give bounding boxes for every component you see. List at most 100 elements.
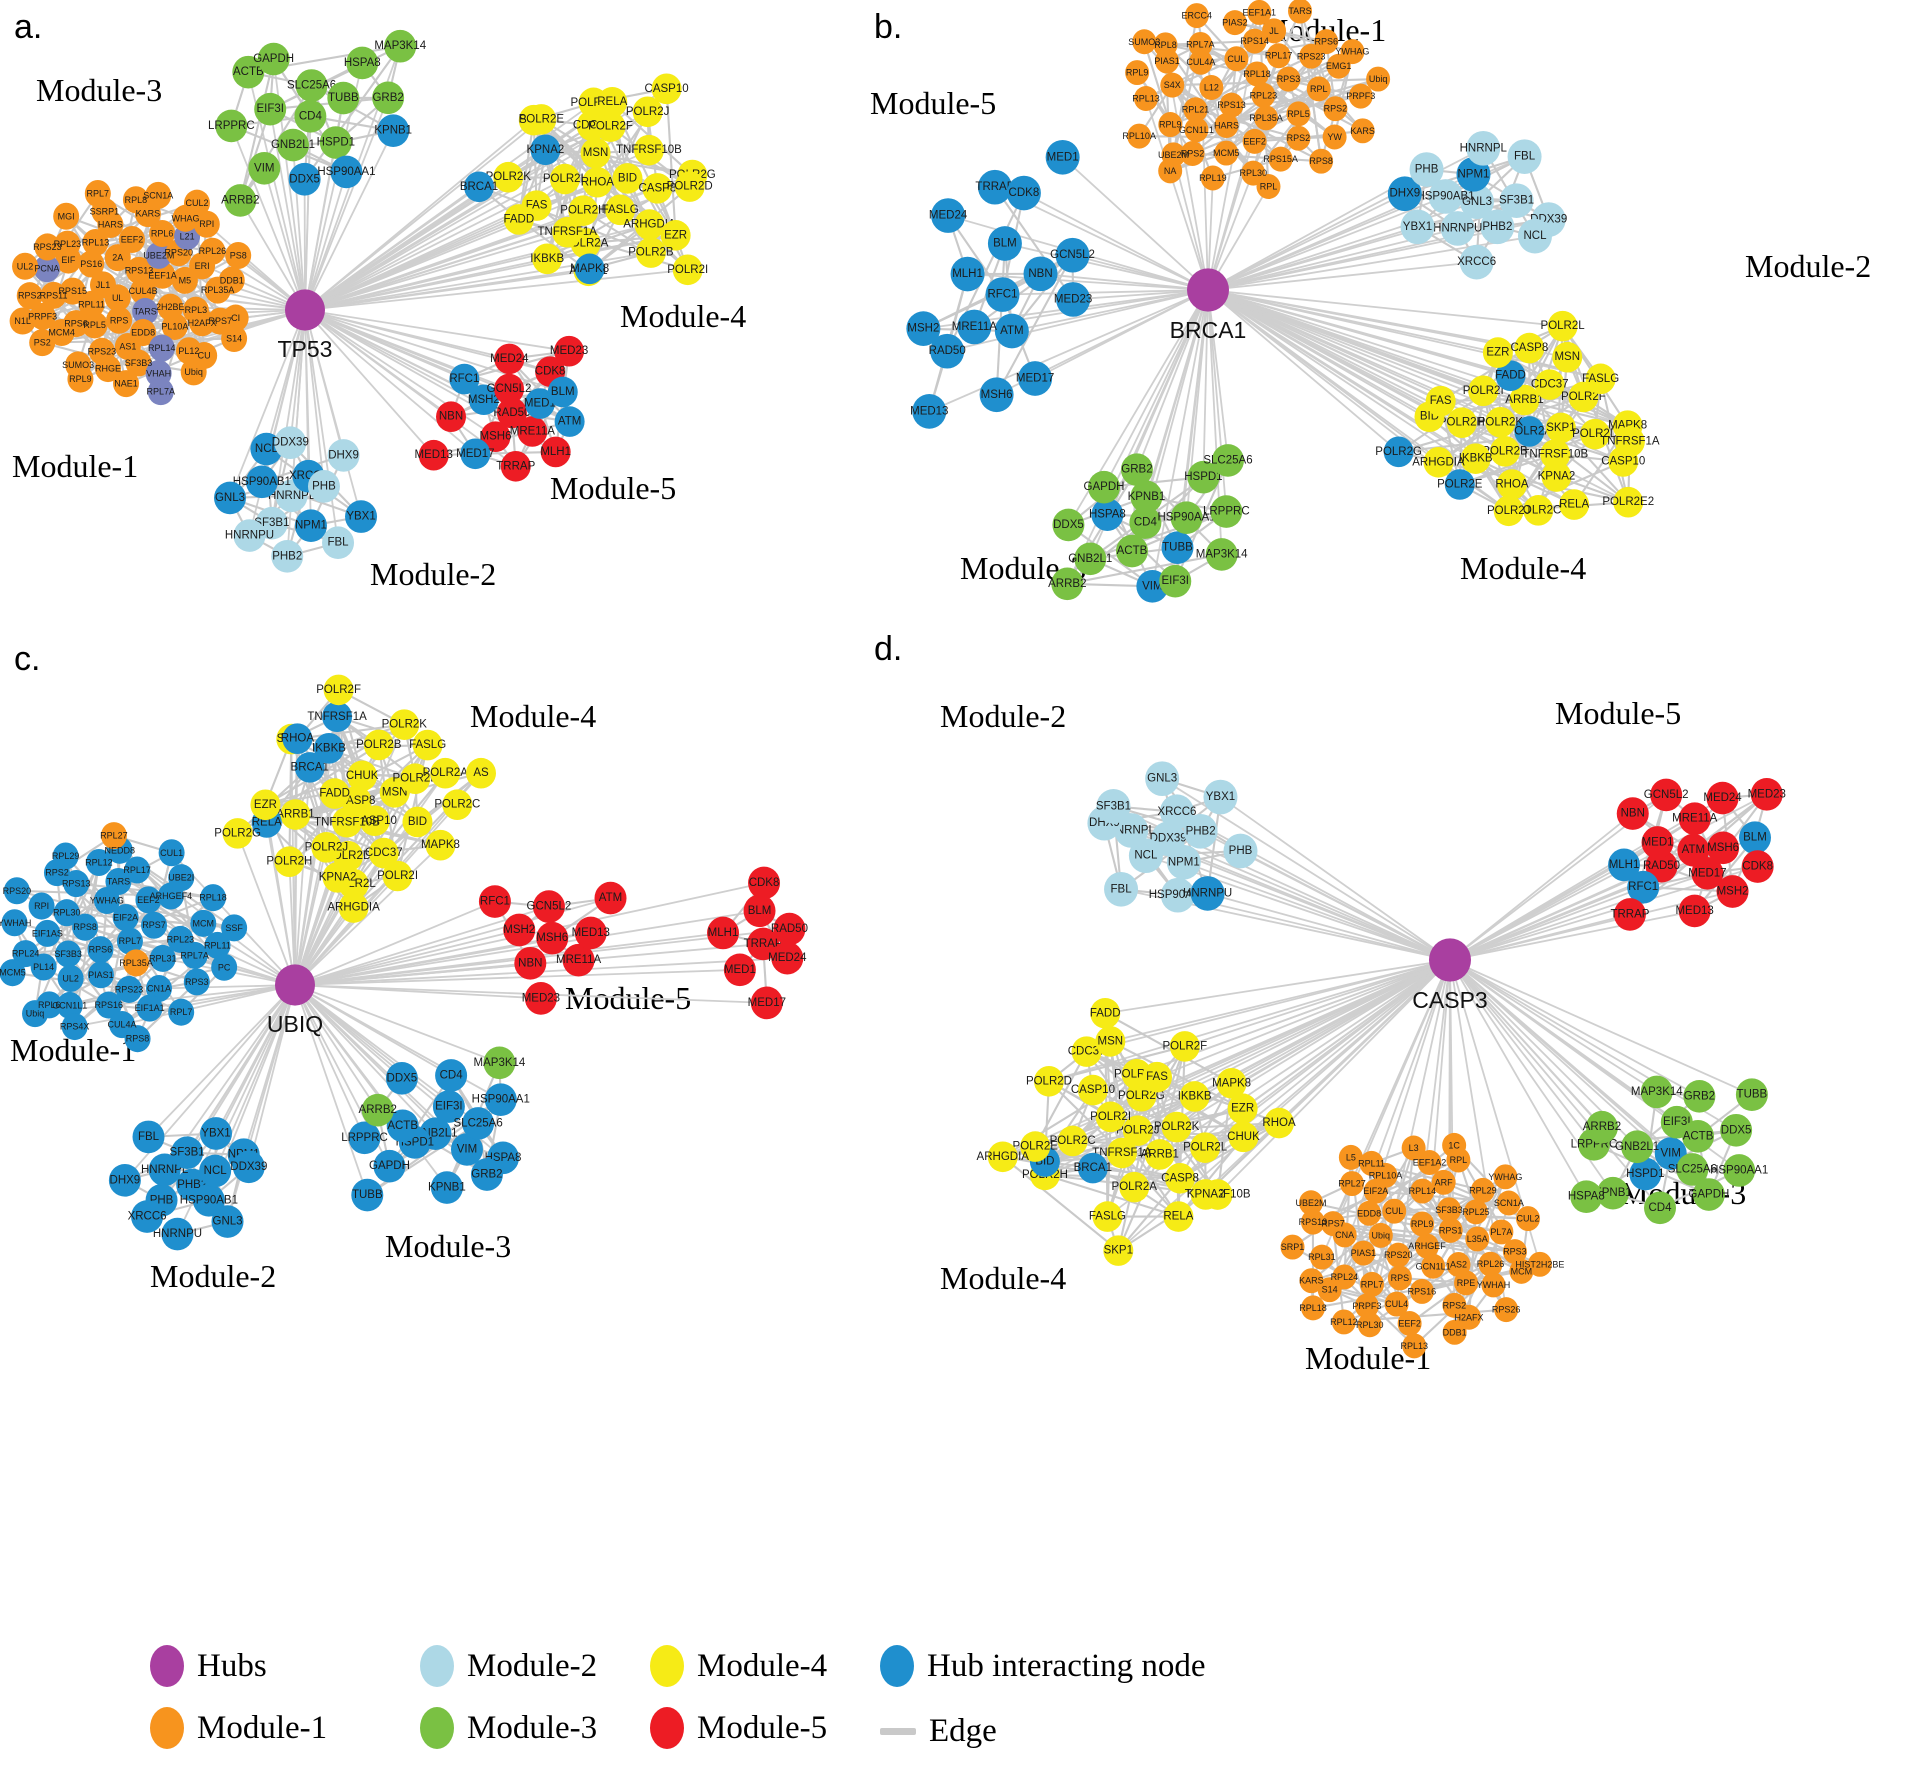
- network-node[interactable]: [204, 931, 231, 959]
- network-node[interactable]: [536, 921, 569, 955]
- network-node[interactable]: [55, 940, 82, 968]
- network-node[interactable]: [1509, 1258, 1534, 1284]
- network-node[interactable]: [222, 818, 253, 849]
- network-node[interactable]: [145, 181, 172, 209]
- network-node[interactable]: [1095, 1026, 1126, 1057]
- network-node[interactable]: [430, 1171, 463, 1204]
- network-node[interactable]: [323, 674, 354, 706]
- network-node[interactable]: [1384, 1291, 1409, 1317]
- network-node[interactable]: [450, 1133, 483, 1166]
- network-node[interactable]: [435, 1059, 468, 1092]
- network-node[interactable]: [211, 1205, 244, 1238]
- network-node[interactable]: [1322, 124, 1347, 150]
- network-node[interactable]: [483, 1046, 516, 1080]
- network-node[interactable]: [1650, 778, 1683, 812]
- network-node[interactable]: [1707, 831, 1740, 865]
- network-node[interactable]: [530, 134, 561, 166]
- network-node[interactable]: [280, 799, 311, 830]
- network-node[interactable]: [124, 1025, 151, 1053]
- network-node[interactable]: [1087, 470, 1120, 504]
- network-node[interactable]: [250, 789, 281, 821]
- network-node[interactable]: [449, 363, 480, 395]
- network-node[interactable]: [224, 184, 257, 217]
- network-node[interactable]: [1160, 72, 1185, 98]
- network-node[interactable]: [1306, 76, 1331, 102]
- network-node[interactable]: [432, 1090, 465, 1123]
- network-node[interactable]: [89, 271, 116, 299]
- network-node[interactable]: [1613, 898, 1646, 931]
- network-node[interactable]: [225, 241, 252, 269]
- network-node[interactable]: [985, 277, 1020, 312]
- network-node[interactable]: [1018, 361, 1053, 396]
- network-node[interactable]: [54, 230, 81, 258]
- network-node[interactable]: [987, 226, 1022, 261]
- network-node[interactable]: [1585, 363, 1616, 395]
- network-node[interactable]: [532, 243, 563, 275]
- network-node[interactable]: [116, 927, 143, 955]
- network-node[interactable]: [192, 1184, 225, 1217]
- network-node[interactable]: [30, 953, 57, 981]
- network-node[interactable]: [1219, 92, 1244, 118]
- network-node[interactable]: [1090, 997, 1121, 1029]
- network-node[interactable]: [957, 309, 992, 345]
- network-node[interactable]: [1158, 158, 1183, 184]
- network-node[interactable]: [1383, 436, 1414, 468]
- network-node[interactable]: [158, 839, 185, 867]
- network-node[interactable]: [1641, 826, 1674, 859]
- network-node[interactable]: [277, 128, 310, 162]
- network-node[interactable]: [1616, 797, 1649, 830]
- network-node[interactable]: [1057, 1125, 1088, 1157]
- network-node[interactable]: [190, 909, 217, 937]
- network-node[interactable]: [274, 846, 305, 878]
- network-node[interactable]: [1456, 157, 1491, 192]
- network-node[interactable]: [131, 1200, 164, 1233]
- network-node[interactable]: [436, 401, 467, 433]
- network-node[interactable]: [1180, 141, 1205, 167]
- network-node[interactable]: [33, 255, 60, 283]
- network-node[interactable]: [1463, 1199, 1488, 1225]
- network-node[interactable]: [1184, 117, 1209, 143]
- network-node[interactable]: [1006, 175, 1041, 211]
- network-node[interactable]: [1466, 130, 1501, 166]
- network-node[interactable]: [322, 526, 355, 560]
- network-node[interactable]: [199, 1154, 232, 1188]
- network-node[interactable]: [1214, 140, 1239, 166]
- network-node[interactable]: [100, 822, 127, 850]
- network-node[interactable]: [674, 171, 705, 202]
- network-node[interactable]: [1534, 369, 1565, 400]
- network-node[interactable]: [221, 914, 248, 942]
- network-node[interactable]: [1288, 0, 1313, 24]
- network-node[interactable]: [1331, 1309, 1356, 1335]
- network-node[interactable]: [1368, 1222, 1393, 1248]
- network-node[interactable]: [1527, 1251, 1552, 1277]
- network-node[interactable]: [1540, 439, 1571, 470]
- network-node[interactable]: [532, 890, 565, 923]
- network-node[interactable]: [1210, 495, 1243, 528]
- network-node[interactable]: [1161, 1111, 1192, 1143]
- network-node[interactable]: [136, 994, 163, 1022]
- network-node[interactable]: [1735, 1078, 1768, 1112]
- network-node[interactable]: [1387, 1265, 1412, 1291]
- network-node[interactable]: [496, 397, 527, 429]
- network-node[interactable]: [494, 343, 525, 375]
- network-node[interactable]: [57, 964, 84, 992]
- network-node[interactable]: [327, 81, 360, 115]
- network-node[interactable]: [1056, 282, 1091, 317]
- network-node[interactable]: [274, 426, 307, 460]
- network-node[interactable]: [1613, 486, 1644, 518]
- network-node[interactable]: [500, 450, 531, 482]
- network-node[interactable]: [912, 394, 947, 429]
- network-node[interactable]: [1738, 821, 1771, 855]
- network-node[interactable]: [468, 384, 499, 416]
- network-node[interactable]: [582, 166, 613, 198]
- network-node[interactable]: [540, 436, 571, 468]
- network-node[interactable]: [1051, 567, 1084, 601]
- network-node[interactable]: [1224, 46, 1249, 72]
- network-node[interactable]: [1366, 66, 1391, 92]
- network-node[interactable]: [1, 909, 28, 937]
- network-node[interactable]: [1020, 1131, 1051, 1162]
- network-node[interactable]: [115, 975, 142, 1003]
- network-node[interactable]: [1692, 1178, 1725, 1211]
- network-node[interactable]: [1227, 1093, 1258, 1125]
- network-node[interactable]: [1216, 1067, 1247, 1099]
